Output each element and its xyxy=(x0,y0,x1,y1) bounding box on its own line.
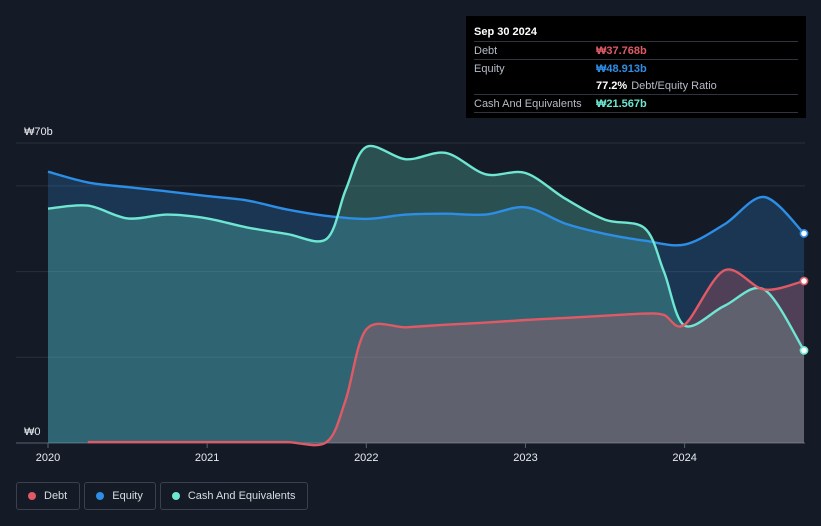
legend-dot-debt xyxy=(28,492,36,500)
tooltip-cash-value: ₩21.567b xyxy=(596,97,647,110)
y-tick-label-zero: ₩0 xyxy=(24,426,41,438)
legend-label-debt: Debt xyxy=(44,490,68,502)
chart-axes: ₩70b ₩0 2020 2021 2022 2023 2024 xyxy=(24,126,697,464)
tooltip-row-ratio: 77.2% Debt/Equity Ratio xyxy=(474,77,798,94)
tooltip-equity-label: Equity xyxy=(474,62,505,75)
tooltip-row-debt: Debt ₩37.768b xyxy=(474,41,798,59)
tooltip-ratio-value: 77.2% xyxy=(596,79,628,92)
tooltip-row-equity: Equity ₩48.913b xyxy=(474,59,798,77)
legend-label-cash: Cash And Equivalents xyxy=(187,490,296,502)
series-end-dot-equity xyxy=(799,229,809,238)
chart-end-markers xyxy=(799,229,809,355)
chart-legend: Debt Equity Cash And Equivalents xyxy=(16,482,312,510)
tooltip-cash-label: Cash And Equivalents xyxy=(474,97,582,110)
legend-item-debt[interactable]: Debt xyxy=(16,482,81,510)
y-tick-label-top: ₩70b xyxy=(24,126,53,138)
tooltip-debt-value: ₩37.768b xyxy=(596,44,647,57)
x-tick-label: 2020 xyxy=(36,452,60,464)
series-end-dot-cash xyxy=(799,346,809,355)
legend-item-cash[interactable]: Cash And Equivalents xyxy=(159,482,309,510)
x-tick-label: 2023 xyxy=(513,452,537,464)
legend-dot-cash xyxy=(171,492,180,500)
series-line-equity xyxy=(47,170,805,247)
x-tick-label: 2024 xyxy=(672,452,696,464)
series-end-dot-debt xyxy=(799,276,809,286)
series-area-debt xyxy=(87,269,804,446)
x-tick-label: 2021 xyxy=(195,452,219,464)
series-line-debt xyxy=(87,268,805,447)
legend-label-equity: Equity xyxy=(112,490,143,502)
chart-gridlines xyxy=(16,142,805,444)
chart-areas xyxy=(48,145,804,446)
tooltip-date: Sep 30 2024 xyxy=(474,26,537,38)
tooltip-debt-label: Debt xyxy=(474,44,498,57)
legend-dot-equity xyxy=(96,492,105,500)
chart-lines xyxy=(47,144,806,447)
tooltip-equity-value: ₩48.913b xyxy=(596,62,647,75)
chart-tooltip: Sep 30 2024 Debt ₩37.768b Equity ₩48.913… xyxy=(466,16,806,118)
series-area-cash xyxy=(48,145,804,443)
series-area-equity xyxy=(48,171,804,443)
legend-item-equity[interactable]: Equity xyxy=(84,482,156,510)
series-line-cash xyxy=(47,144,806,352)
x-tick-label: 2022 xyxy=(354,452,378,464)
tooltip-row-cash: Cash And Equivalents ₩21.567b xyxy=(474,94,798,113)
tooltip-ratio-label: Debt/Equity Ratio xyxy=(631,79,717,92)
